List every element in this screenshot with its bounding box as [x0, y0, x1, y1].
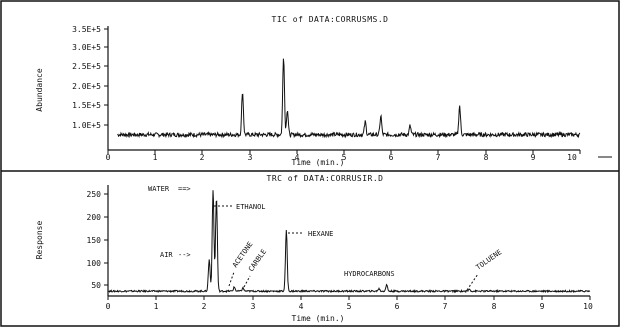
bottom-x-tick-label: 6: [395, 302, 400, 311]
bottom-x-tick-label: 1: [154, 302, 159, 311]
bottom-x-tick-label: 7: [443, 302, 448, 311]
bottom-x-tick-label: 3: [251, 302, 256, 311]
top-series-line: [117, 58, 581, 139]
top-x-tick-label: 6: [389, 153, 394, 162]
annotation-carble: CARBLE: [247, 248, 268, 273]
top-x-tick-label: 0: [106, 153, 111, 162]
top-x-tick-label: 8: [484, 153, 489, 162]
top-y-ticks: 1.0E+5 1.5E+5 2.0E+5 2.5E+5 3.0E+5 3.5E+…: [72, 25, 108, 130]
bottom-y-tick-label: 200: [87, 213, 102, 222]
top-y-tick-label: 3.0E+5: [72, 43, 101, 52]
top-title: TIC of DATA:CORRUSMS.D: [272, 15, 389, 24]
bottom-x-tick-label: 9: [540, 302, 545, 311]
annotation-acetone-leader: [228, 271, 235, 287]
bottom-y-tick-label: 150: [87, 236, 102, 245]
top-y-tick-label: 2.0E+5: [72, 82, 101, 91]
top-x-tick-label: 7: [436, 153, 441, 162]
top-y-tick-label: 2.5E+5: [72, 62, 101, 71]
bottom-x-tick-label: 4: [299, 302, 304, 311]
annotation-water-arrow: ==>: [178, 185, 191, 193]
top-x-tick-label: 10: [567, 153, 577, 162]
bottom-y-ticks: 50 100 150 200 250: [87, 190, 108, 290]
bottom-x-tick-label: 2: [202, 302, 207, 311]
top-x-tick-label: 9: [531, 153, 536, 162]
bottom-y-tick-label: 100: [87, 259, 102, 268]
annotation-hexane: HEXANE: [308, 230, 333, 238]
annotation-toluene-leader: [466, 273, 479, 291]
top-x-tick-label: 4: [295, 153, 300, 162]
top-x-axis-label: Time (min.): [292, 158, 345, 167]
top-x-tick-label: 5: [342, 153, 347, 162]
top-x-tick-label: 1: [153, 153, 158, 162]
annotation-ethanol: ETHANOL: [236, 203, 266, 211]
bottom-x-ticks: 0 1 2 3 4 5 6 7 8 9 10: [106, 296, 593, 311]
top-x-tick-label: 2: [200, 153, 205, 162]
panel-bottom: TRC of DATA:CORRUSIR.D 50 100 150 200 25…: [35, 174, 593, 323]
top-y-tick-label: 1.5E+5: [72, 101, 101, 110]
annotation-air: AIR: [160, 251, 173, 259]
bottom-y-axis-label: Response: [35, 221, 44, 260]
bottom-x-axis-label: Time (min.): [292, 314, 345, 323]
bottom-y-tick-label: 250: [87, 190, 102, 199]
peak-annotations: WATER ==> ETHANOL AIR --> ACETONE CARBLE…: [148, 185, 504, 291]
annotation-hydrocarbons: HYDROCARBONS: [344, 270, 395, 278]
annotation-water: WATER: [148, 185, 170, 193]
bottom-x-tick-label: 0: [106, 302, 111, 311]
top-y-tick-label: 3.5E+5: [72, 25, 101, 34]
annotation-air-arrow: -->: [178, 251, 191, 259]
top-y-tick-label: 1.0E+5: [72, 121, 101, 130]
top-x-ticks: 0 1 2 3 4 5 6 7 8 9 10: [106, 150, 581, 162]
panel-top: TIC of DATA:CORRUSMS.D 1.0E+5 1.5E+5 2.0…: [35, 15, 581, 167]
bottom-x-tick-label: 10: [583, 302, 593, 311]
top-x-tick-label: 3: [248, 153, 253, 162]
bottom-title: TRC of DATA:CORRUSIR.D: [267, 174, 384, 183]
annotation-toluene: TOLUENE: [475, 248, 504, 271]
bottom-x-tick-label: 5: [347, 302, 352, 311]
bottom-series-line: [107, 190, 591, 294]
bottom-y-tick-label: 50: [91, 281, 101, 290]
annotation-carble-leader: [243, 275, 251, 288]
top-y-axis-label: Abundance: [35, 68, 44, 112]
bottom-x-tick-label: 8: [492, 302, 497, 311]
